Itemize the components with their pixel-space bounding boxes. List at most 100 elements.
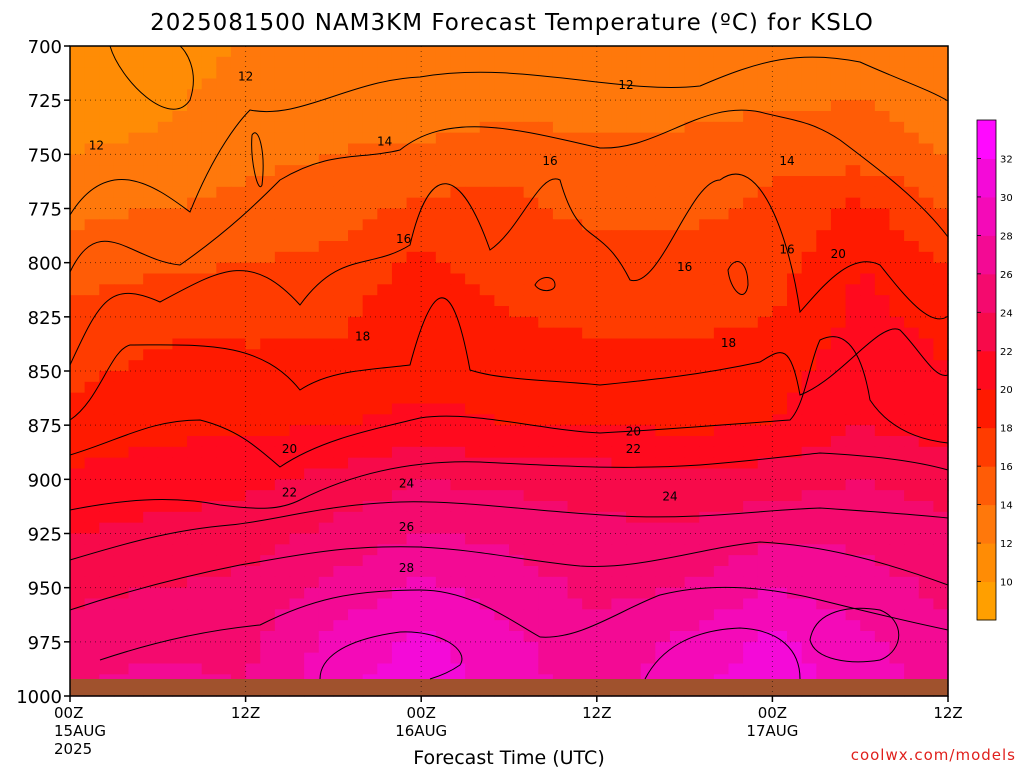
temperature-cell xyxy=(552,414,569,426)
temperature-cell xyxy=(450,587,466,600)
temperature-cell xyxy=(582,620,598,632)
temperature-cell xyxy=(845,295,861,307)
temperature-cell xyxy=(552,609,569,621)
temperature-cell xyxy=(187,176,203,188)
contour-16 xyxy=(69,173,949,366)
temperature-cell xyxy=(567,587,583,600)
temperature-cell xyxy=(757,371,773,383)
temperature-cell xyxy=(816,425,832,437)
temperature-cell xyxy=(84,284,100,296)
temperature-cell xyxy=(757,360,773,372)
temperature-cell xyxy=(157,544,174,556)
temperature-cell xyxy=(172,425,188,437)
temperature-cell xyxy=(230,468,247,480)
temperature-cell xyxy=(582,511,598,524)
temperature-cell xyxy=(230,338,247,350)
temperature-cell xyxy=(362,598,378,610)
temperature-cell xyxy=(552,360,569,372)
temperature-cell xyxy=(904,132,920,145)
temperature-cell xyxy=(728,631,744,643)
contour-label: 24 xyxy=(399,477,414,491)
temperature-cell xyxy=(274,208,291,220)
credit-text: coolwx.com/models xyxy=(851,746,1016,764)
temperature-cell xyxy=(669,132,686,145)
temperature-cell xyxy=(538,316,554,329)
temperature-cell xyxy=(626,121,642,134)
temperature-cell xyxy=(260,208,276,220)
temperature-cell xyxy=(933,219,949,231)
temperature-cell xyxy=(421,446,437,459)
temperature-cell xyxy=(377,154,393,166)
temperature-cell xyxy=(70,371,86,383)
temperature-cell xyxy=(845,533,861,545)
temperature-cell xyxy=(289,371,305,383)
temperature-cell xyxy=(772,56,788,69)
temperature-cell xyxy=(567,78,583,90)
temperature-cell xyxy=(377,273,393,285)
temperature-cell xyxy=(772,587,788,600)
temperature-cell xyxy=(684,598,700,610)
temperature-cell xyxy=(494,620,510,632)
temperature-cell xyxy=(377,501,393,513)
temperature-cell xyxy=(216,349,232,361)
temperature-cell xyxy=(552,620,569,632)
temperature-cell xyxy=(362,208,378,220)
temperature-cell xyxy=(391,414,408,426)
temperature-cell xyxy=(435,598,452,610)
temperature-cell xyxy=(933,284,949,296)
temperature-cell xyxy=(435,641,452,654)
temperature-cell xyxy=(260,566,276,578)
temperature-cell xyxy=(143,176,159,188)
temperature-cell xyxy=(99,555,115,567)
temperature-cell xyxy=(860,230,876,242)
temperature-cell xyxy=(640,262,656,275)
temperature-cell xyxy=(230,295,247,307)
temperature-cell xyxy=(772,555,788,567)
temperature-cell xyxy=(274,241,291,253)
temperature-cell xyxy=(201,576,217,589)
temperature-cell xyxy=(772,316,788,329)
temperature-cell xyxy=(143,230,159,242)
temperature-cell xyxy=(830,186,847,199)
temperature-cell xyxy=(84,544,100,556)
temperature-cell xyxy=(523,598,539,610)
temperature-cell xyxy=(699,598,715,610)
temperature-cell xyxy=(450,609,466,621)
temperature-cell xyxy=(479,132,495,145)
temperature-cell xyxy=(406,46,422,58)
temperature-cell xyxy=(70,425,86,437)
temperature-cell xyxy=(274,392,291,405)
temperature-cell xyxy=(465,197,481,210)
temperature-cell xyxy=(830,663,847,675)
temperature-cell xyxy=(479,501,495,513)
temperature-cell xyxy=(348,251,364,264)
temperature-cell xyxy=(845,111,861,123)
temperature-cell xyxy=(845,436,861,448)
temperature-cell xyxy=(582,46,598,58)
temperature-cell xyxy=(538,641,554,654)
temperature-cell xyxy=(157,262,174,275)
temperature-cell xyxy=(874,425,891,437)
temperature-cell xyxy=(538,208,554,220)
temperature-cell xyxy=(479,522,495,535)
temperature-cell xyxy=(274,436,291,448)
temperature-cell xyxy=(801,89,817,101)
temperature-cell xyxy=(538,468,554,480)
x-tick-label: 00Z xyxy=(758,704,787,722)
temperature-cell xyxy=(889,111,905,123)
temperature-cell xyxy=(889,425,905,437)
temperature-cell xyxy=(128,371,144,383)
temperature-cell xyxy=(362,67,378,80)
temperature-cell xyxy=(84,501,100,513)
temperature-cell xyxy=(494,111,510,123)
temperature-cell xyxy=(874,544,891,556)
temperature-cell xyxy=(333,284,349,296)
temperature-cell xyxy=(274,479,291,491)
temperature-cell xyxy=(728,143,744,155)
temperature-cell xyxy=(362,652,378,665)
temperature-cell xyxy=(582,89,598,101)
temperature-cell xyxy=(377,663,393,675)
temperature-cell xyxy=(479,306,495,318)
temperature-cell xyxy=(523,522,539,535)
temperature-cell xyxy=(84,631,100,643)
